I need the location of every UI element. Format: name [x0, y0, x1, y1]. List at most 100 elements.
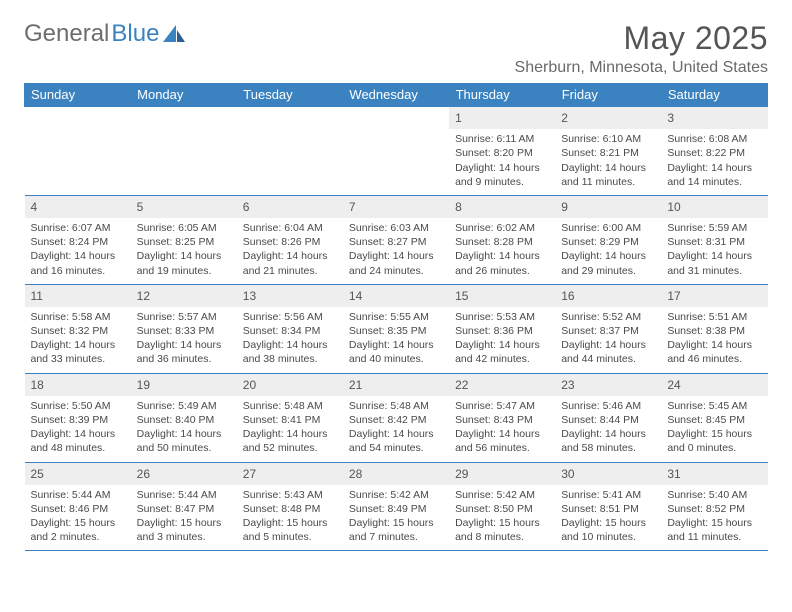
- calendar-cell: 28Sunrise: 5:42 AMSunset: 8:49 PMDayligh…: [343, 462, 449, 551]
- weekday-header: Sunday: [25, 83, 131, 107]
- day-body: Sunrise: 5:52 AMSunset: 8:37 PMDaylight:…: [555, 307, 661, 373]
- calendar-row: 18Sunrise: 5:50 AMSunset: 8:39 PMDayligh…: [25, 373, 768, 462]
- day-number: 24: [661, 374, 767, 396]
- day-body: Sunrise: 6:07 AMSunset: 8:24 PMDaylight:…: [25, 218, 131, 284]
- daylight: Daylight: 15 hours and 5 minutes.: [243, 516, 337, 544]
- calendar-cell: 22Sunrise: 5:47 AMSunset: 8:43 PMDayligh…: [449, 373, 555, 462]
- day-body: Sunrise: 6:02 AMSunset: 8:28 PMDaylight:…: [449, 218, 555, 284]
- sunset: Sunset: 8:31 PM: [667, 235, 761, 249]
- sunset: Sunset: 8:38 PM: [667, 324, 761, 338]
- calendar-cell: 27Sunrise: 5:43 AMSunset: 8:48 PMDayligh…: [237, 462, 343, 551]
- day-body: Sunrise: 5:47 AMSunset: 8:43 PMDaylight:…: [449, 396, 555, 462]
- sunset: Sunset: 8:29 PM: [561, 235, 655, 249]
- sunset: Sunset: 8:37 PM: [561, 324, 655, 338]
- day-body: Sunrise: 5:41 AMSunset: 8:51 PMDaylight:…: [555, 485, 661, 551]
- daylight: Daylight: 14 hours and 50 minutes.: [137, 427, 231, 455]
- daylight: Daylight: 14 hours and 19 minutes.: [137, 249, 231, 277]
- sunrise: Sunrise: 6:07 AM: [31, 221, 125, 235]
- day-body: Sunrise: 6:03 AMSunset: 8:27 PMDaylight:…: [343, 218, 449, 284]
- sunrise: Sunrise: 5:47 AM: [455, 399, 549, 413]
- daylight: Daylight: 14 hours and 54 minutes.: [349, 427, 443, 455]
- sunrise: Sunrise: 5:48 AM: [349, 399, 443, 413]
- daylight: Daylight: 14 hours and 21 minutes.: [243, 249, 337, 277]
- day-number: 6: [237, 196, 343, 218]
- day-number: 9: [555, 196, 661, 218]
- daylight: Daylight: 15 hours and 0 minutes.: [667, 427, 761, 455]
- calendar-cell: 13Sunrise: 5:56 AMSunset: 8:34 PMDayligh…: [237, 284, 343, 373]
- sunset: Sunset: 8:27 PM: [349, 235, 443, 249]
- daylight: Daylight: 14 hours and 29 minutes.: [561, 249, 655, 277]
- day-body: Sunrise: 5:55 AMSunset: 8:35 PMDaylight:…: [343, 307, 449, 373]
- sunset: Sunset: 8:24 PM: [31, 235, 125, 249]
- day-body: Sunrise: 5:58 AMSunset: 8:32 PMDaylight:…: [25, 307, 131, 373]
- calendar-cell: 1Sunrise: 6:11 AMSunset: 8:20 PMDaylight…: [449, 107, 555, 196]
- day-number: 31: [661, 463, 767, 485]
- day-body: Sunrise: 5:43 AMSunset: 8:48 PMDaylight:…: [237, 485, 343, 551]
- day-body: Sunrise: 6:11 AMSunset: 8:20 PMDaylight:…: [449, 129, 555, 195]
- daylight: Daylight: 15 hours and 3 minutes.: [137, 516, 231, 544]
- calendar-cell: 23Sunrise: 5:46 AMSunset: 8:44 PMDayligh…: [555, 373, 661, 462]
- day-number: 26: [131, 463, 237, 485]
- day-number: 19: [131, 374, 237, 396]
- weekday-header: Tuesday: [237, 83, 343, 107]
- sunset: Sunset: 8:32 PM: [31, 324, 125, 338]
- sunrise: Sunrise: 6:10 AM: [561, 132, 655, 146]
- calendar-table: SundayMondayTuesdayWednesdayThursdayFrid…: [24, 83, 768, 551]
- day-body: Sunrise: 6:10 AMSunset: 8:21 PMDaylight:…: [555, 129, 661, 195]
- day-number: 11: [25, 285, 131, 307]
- day-number: 5: [131, 196, 237, 218]
- day-body: Sunrise: 6:08 AMSunset: 8:22 PMDaylight:…: [661, 129, 767, 195]
- sunset: Sunset: 8:45 PM: [667, 413, 761, 427]
- day-body: Sunrise: 5:57 AMSunset: 8:33 PMDaylight:…: [131, 307, 237, 373]
- daylight: Daylight: 14 hours and 9 minutes.: [455, 161, 549, 189]
- logo: GeneralBlue: [24, 20, 185, 48]
- weekday-header: Friday: [555, 83, 661, 107]
- calendar-cell: 16Sunrise: 5:52 AMSunset: 8:37 PMDayligh…: [555, 284, 661, 373]
- calendar-cell: 6Sunrise: 6:04 AMSunset: 8:26 PMDaylight…: [237, 195, 343, 284]
- day-number: 10: [661, 196, 767, 218]
- day-number: 25: [25, 463, 131, 485]
- sunrise: Sunrise: 5:55 AM: [349, 310, 443, 324]
- day-body: Sunrise: 5:40 AMSunset: 8:52 PMDaylight:…: [661, 485, 767, 551]
- daylight: Daylight: 15 hours and 7 minutes.: [349, 516, 443, 544]
- sunrise: Sunrise: 6:05 AM: [137, 221, 231, 235]
- sunrise: Sunrise: 5:40 AM: [667, 488, 761, 502]
- day-number: 17: [661, 285, 767, 307]
- calendar-cell: 29Sunrise: 5:42 AMSunset: 8:50 PMDayligh…: [449, 462, 555, 551]
- day-number: 1: [449, 107, 555, 129]
- daylight: Daylight: 14 hours and 48 minutes.: [31, 427, 125, 455]
- calendar-cell: 7Sunrise: 6:03 AMSunset: 8:27 PMDaylight…: [343, 195, 449, 284]
- sunset: Sunset: 8:34 PM: [243, 324, 337, 338]
- calendar-cell: 19Sunrise: 5:49 AMSunset: 8:40 PMDayligh…: [131, 373, 237, 462]
- day-number: 7: [343, 196, 449, 218]
- calendar-row: 11Sunrise: 5:58 AMSunset: 8:32 PMDayligh…: [25, 284, 768, 373]
- sunrise: Sunrise: 5:50 AM: [31, 399, 125, 413]
- day-number: 3: [661, 107, 767, 129]
- sunrise: Sunrise: 5:43 AM: [243, 488, 337, 502]
- calendar-cell: [131, 107, 237, 196]
- day-body: Sunrise: 5:45 AMSunset: 8:45 PMDaylight:…: [661, 396, 767, 462]
- daylight: Daylight: 14 hours and 52 minutes.: [243, 427, 337, 455]
- sunrise: Sunrise: 5:44 AM: [31, 488, 125, 502]
- calendar-cell: 24Sunrise: 5:45 AMSunset: 8:45 PMDayligh…: [661, 373, 767, 462]
- day-body: Sunrise: 5:46 AMSunset: 8:44 PMDaylight:…: [555, 396, 661, 462]
- day-body: Sunrise: 5:51 AMSunset: 8:38 PMDaylight:…: [661, 307, 767, 373]
- sunset: Sunset: 8:36 PM: [455, 324, 549, 338]
- calendar-cell: 4Sunrise: 6:07 AMSunset: 8:24 PMDaylight…: [25, 195, 131, 284]
- day-number: 20: [237, 374, 343, 396]
- calendar-cell: 30Sunrise: 5:41 AMSunset: 8:51 PMDayligh…: [555, 462, 661, 551]
- daylight: Daylight: 14 hours and 16 minutes.: [31, 249, 125, 277]
- daylight: Daylight: 14 hours and 46 minutes.: [667, 338, 761, 366]
- day-body: Sunrise: 6:00 AMSunset: 8:29 PMDaylight:…: [555, 218, 661, 284]
- calendar-row: 1Sunrise: 6:11 AMSunset: 8:20 PMDaylight…: [25, 107, 768, 196]
- month-title: May 2025: [515, 20, 768, 57]
- calendar-cell: 31Sunrise: 5:40 AMSunset: 8:52 PMDayligh…: [661, 462, 767, 551]
- sunrise: Sunrise: 5:57 AM: [137, 310, 231, 324]
- day-number: 18: [25, 374, 131, 396]
- sunrise: Sunrise: 5:45 AM: [667, 399, 761, 413]
- sunrise: Sunrise: 5:41 AM: [561, 488, 655, 502]
- day-body: Sunrise: 5:44 AMSunset: 8:47 PMDaylight:…: [131, 485, 237, 551]
- calendar-cell: 5Sunrise: 6:05 AMSunset: 8:25 PMDaylight…: [131, 195, 237, 284]
- sunset: Sunset: 8:20 PM: [455, 146, 549, 160]
- logo-text-blue: Blue: [111, 20, 159, 48]
